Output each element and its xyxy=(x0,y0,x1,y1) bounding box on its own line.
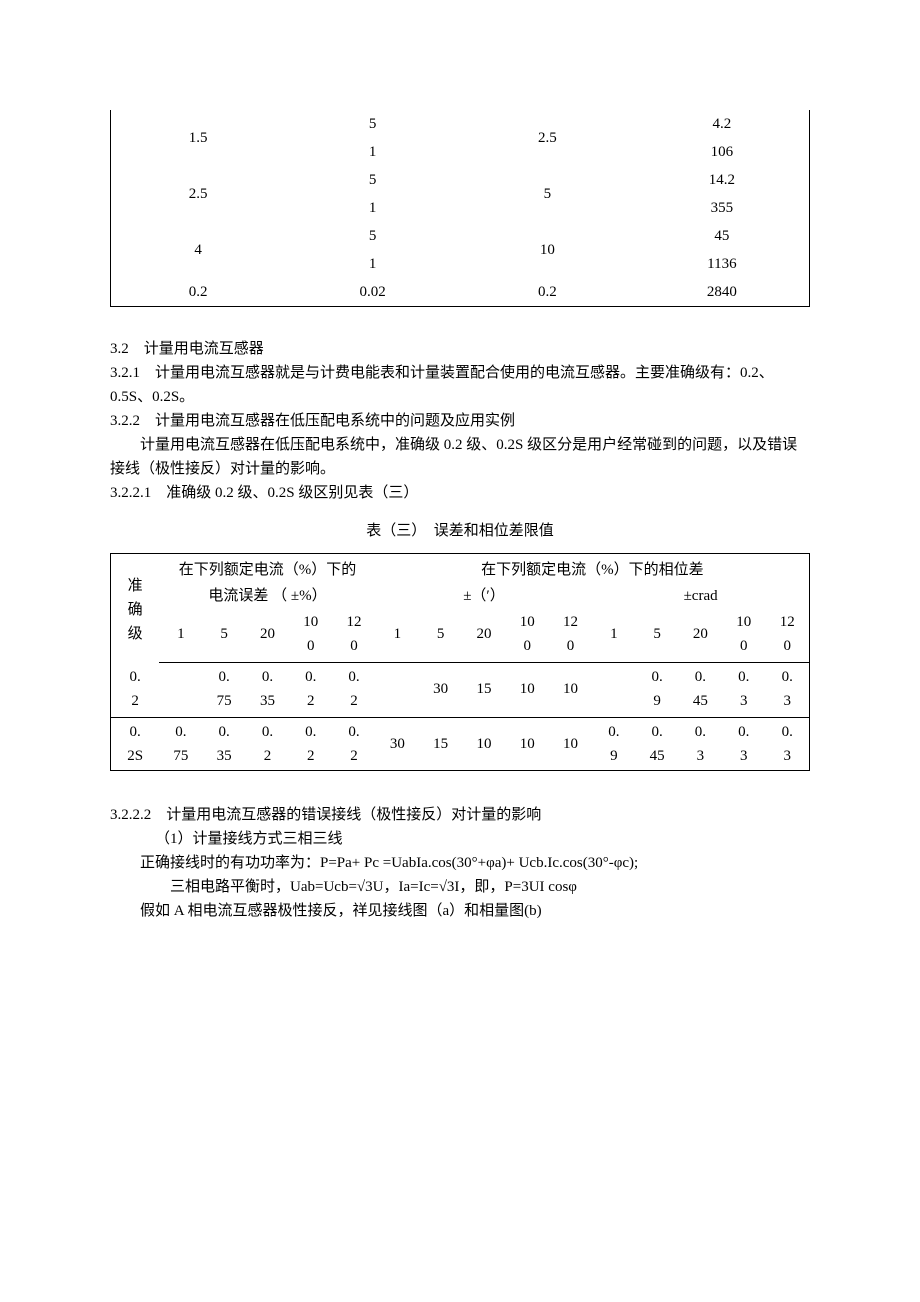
table1-cell: 5 xyxy=(285,166,460,194)
table3-cell: 10 xyxy=(506,663,549,718)
table1-cell: 14.2 xyxy=(635,166,810,194)
table3-col-header: 1 xyxy=(159,609,202,663)
table-three: 准确级在下列额定电流（%）下的在下列额定电流（%）下的相位差电流误差 （ ±%）… xyxy=(110,553,810,771)
table3-cell: 0.3 xyxy=(765,663,809,718)
table3-cell: 0.2 xyxy=(289,663,332,718)
table1-cell: 1 xyxy=(285,194,460,222)
table3-cell xyxy=(592,663,635,718)
para-formula-2: 三相电路平衡时，Uab=Ucb=√3U，Ia=Ic=√3I，即，P=3UI co… xyxy=(110,875,810,899)
para-item-1: （1）计量接线方式三相三线 xyxy=(110,827,810,851)
table3-cell: 10 xyxy=(549,718,592,771)
table3-cell: 0.45 xyxy=(635,718,678,771)
section-3-2-2-2: 3.2.2.2 计量用电流互感器的错误接线（极性接反）对计量的影响 （1）计量接… xyxy=(110,803,810,923)
table3-cell: 0.2 xyxy=(289,718,332,771)
table3-col-header: 5 xyxy=(203,609,246,663)
table1-cell: 45 xyxy=(635,222,810,250)
table-one: 1.552.54.211062.55514.21355451045111360.… xyxy=(110,110,810,307)
table3-cell: 0.35 xyxy=(203,718,246,771)
table1-cell: 1 xyxy=(285,250,460,278)
table1-cell: 0.2 xyxy=(460,278,635,307)
table3-cell: 0.2 xyxy=(246,718,289,771)
table3-cell: 0.3 xyxy=(765,718,809,771)
table1-cell: 5 xyxy=(285,110,460,138)
table3-cell: 30 xyxy=(419,663,462,718)
table3-row-label: 0.2 xyxy=(111,663,160,718)
table3-header-accuracy: 准确级 xyxy=(111,554,160,663)
table3-col-header: 1 xyxy=(376,609,419,663)
table3-cell: 0.3 xyxy=(722,718,765,771)
table3-col-header: 120 xyxy=(332,609,375,663)
table3-cell xyxy=(376,663,419,718)
table1-cell: 355 xyxy=(635,194,810,222)
table1-cell: 5 xyxy=(285,222,460,250)
table3-header-group2: 在下列额定电流（%）下的相位差 xyxy=(376,554,810,584)
para-3-2-2: 3.2.2 计量用电流互感器在低压配电系统中的问题及应用实例 xyxy=(110,409,810,433)
table3-cell: 0.45 xyxy=(679,663,722,718)
table1-cell: 10 xyxy=(460,222,635,278)
table1-cell: 1136 xyxy=(635,250,810,278)
table3-cell: 0.3 xyxy=(722,663,765,718)
table3-cell: 0.75 xyxy=(203,663,246,718)
para-formula-1: 正确接线时的有功功率为：P=Pa+ Pc =UabIa.cos(30°+φa)+… xyxy=(110,851,810,875)
table3-cell: 0.35 xyxy=(246,663,289,718)
table3-col-header: 5 xyxy=(635,609,678,663)
section-3-2: 3.2 计量用电流互感器 3.2.1 计量用电流互感器就是与计费电能表和计量装置… xyxy=(110,337,810,543)
table3-col-header: 120 xyxy=(549,609,592,663)
table1-cell: 5 xyxy=(460,166,635,222)
table1-cell: 0.02 xyxy=(285,278,460,307)
table3-caption: 表（三） 误差和相位差限值 xyxy=(110,519,810,543)
table3-col-header: 100 xyxy=(722,609,765,663)
para-3-2-1: 3.2.1 计量用电流互感器就是与计费电能表和计量装置配合使用的电流互感器。主要… xyxy=(110,361,810,409)
table3-cell: 10 xyxy=(462,718,505,771)
table3-row-label: 0.2S xyxy=(111,718,160,771)
table3-subheader-g2a: ±（′） xyxy=(376,583,592,609)
table3-col-header: 20 xyxy=(462,609,505,663)
table1-cell: 4.2 xyxy=(635,110,810,138)
para-note: 假如 A 相电流互感器极性接反，祥见接线图（a）和相量图(b) xyxy=(110,899,810,923)
table3-cell: 0.2 xyxy=(332,663,375,718)
table3-cell: 0.3 xyxy=(679,718,722,771)
table3-cell: 0.75 xyxy=(159,718,202,771)
table3-subheader-g2b: ±crad xyxy=(592,583,809,609)
table3-cell: 30 xyxy=(376,718,419,771)
table3-subheader-g1: 电流误差 （ ±%） xyxy=(159,583,375,609)
table3-cell: 10 xyxy=(549,663,592,718)
table1-cell: 1.5 xyxy=(111,110,286,166)
table3-col-header: 100 xyxy=(289,609,332,663)
para-3-2-2-1: 3.2.2.1 准确级 0.2 级、0.2S 级区别见表（三） xyxy=(110,481,810,505)
table1-cell: 4 xyxy=(111,222,286,278)
table3-header-group1: 在下列额定电流（%）下的 xyxy=(159,554,375,584)
table3-col-header: 100 xyxy=(506,609,549,663)
table3-cell: 15 xyxy=(419,718,462,771)
table3-col-header: 120 xyxy=(765,609,809,663)
table3-col-header: 20 xyxy=(679,609,722,663)
table1-cell: 2.5 xyxy=(111,166,286,222)
table1-cell: 2840 xyxy=(635,278,810,307)
table1-cell: 0.2 xyxy=(111,278,286,307)
para-3-2-2-2: 3.2.2.2 计量用电流互感器的错误接线（极性接反）对计量的影响 xyxy=(110,803,810,827)
table1-cell: 1 xyxy=(285,138,460,166)
heading-3-2: 3.2 计量用电流互感器 xyxy=(110,337,810,361)
table1-cell: 106 xyxy=(635,138,810,166)
table3-col-header: 20 xyxy=(246,609,289,663)
table3-cell: 10 xyxy=(506,718,549,771)
table3-cell xyxy=(159,663,202,718)
table3-cell: 0.2 xyxy=(332,718,375,771)
table3-cell: 0.9 xyxy=(592,718,635,771)
table3-cell: 0.9 xyxy=(635,663,678,718)
table3-col-header: 5 xyxy=(419,609,462,663)
para-3-2-2-body: 计量用电流互感器在低压配电系统中，准确级 0.2 级、0.2S 级区分是用户经常… xyxy=(110,433,810,481)
table1-cell: 2.5 xyxy=(460,110,635,166)
table3-col-header: 1 xyxy=(592,609,635,663)
table3-cell: 15 xyxy=(462,663,505,718)
